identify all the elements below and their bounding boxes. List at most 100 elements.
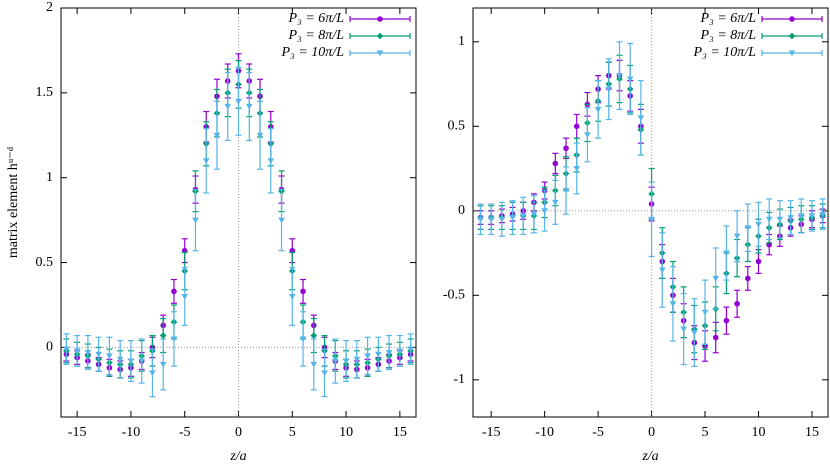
x-tick-label: 10 xyxy=(339,425,353,440)
data-point xyxy=(541,208,548,215)
data-point xyxy=(256,132,264,139)
x-axis-label: z/a xyxy=(229,449,246,464)
y-tick-label: 1.5 xyxy=(36,85,54,100)
x-tick-label: -15 xyxy=(482,425,501,440)
data-point xyxy=(245,103,253,110)
data-point xyxy=(691,329,698,336)
data-point xyxy=(584,132,591,139)
data-point xyxy=(594,106,602,113)
data-point xyxy=(181,294,189,300)
plot-frame xyxy=(472,7,829,418)
data-point xyxy=(605,86,613,93)
data-point xyxy=(701,309,709,316)
data-point xyxy=(116,356,124,363)
legend-label: P₃ = 6π/L xyxy=(699,11,756,26)
x-tick-label: -10 xyxy=(122,425,141,440)
data-point xyxy=(342,358,350,365)
data-point xyxy=(95,351,102,358)
data-point xyxy=(159,361,167,368)
legend-marker xyxy=(377,16,383,22)
data-point xyxy=(573,166,581,172)
data-point xyxy=(364,353,371,360)
data-point xyxy=(819,211,826,218)
data-point xyxy=(808,213,816,220)
data-point xyxy=(353,356,361,363)
data-point xyxy=(159,332,167,339)
data-point xyxy=(723,317,730,324)
legend-marker xyxy=(788,32,796,40)
legend-marker xyxy=(788,50,796,57)
legend-marker xyxy=(376,32,384,40)
data-point xyxy=(84,350,92,356)
x-tick-label: -5 xyxy=(592,425,604,440)
data-point xyxy=(733,233,741,240)
y-tick-label: 0.5 xyxy=(448,119,466,134)
y-tick-label: 0.5 xyxy=(36,255,54,270)
data-point xyxy=(235,98,242,105)
data-point xyxy=(755,221,762,228)
x-tick-label: 5 xyxy=(702,425,709,440)
y-tick-label: -1 xyxy=(453,372,465,387)
data-point xyxy=(278,217,285,224)
y-axis-label: matrix element hᵘ⁻ᵈ xyxy=(6,146,21,258)
data-point xyxy=(192,217,199,224)
data-point xyxy=(375,351,382,358)
data-point xyxy=(310,332,318,339)
data-point xyxy=(648,216,655,223)
data-point xyxy=(616,73,623,79)
data-point xyxy=(321,370,328,377)
data-point xyxy=(723,250,730,257)
data-point xyxy=(680,326,687,333)
data-point xyxy=(563,145,569,152)
data-point xyxy=(288,294,296,300)
data-point xyxy=(63,346,70,353)
data-point xyxy=(213,132,221,139)
y-tick-label: 1 xyxy=(458,34,465,49)
data-point xyxy=(477,216,484,223)
data-point xyxy=(712,334,719,341)
legend-label: P₃ = 8π/L xyxy=(287,28,344,43)
data-point xyxy=(300,288,306,295)
data-point xyxy=(745,275,751,282)
x-tick-label: 15 xyxy=(805,425,819,440)
data-point xyxy=(744,225,752,232)
plot-frame xyxy=(60,7,417,418)
data-point xyxy=(385,350,393,356)
data-point xyxy=(658,267,666,274)
data-point xyxy=(562,188,570,194)
data-point xyxy=(797,213,805,220)
data-point xyxy=(712,275,720,282)
data-point xyxy=(573,123,580,130)
legend-marker xyxy=(376,50,384,57)
data-point xyxy=(332,358,339,365)
data-point xyxy=(310,361,318,368)
legend-marker xyxy=(789,16,795,22)
data-point xyxy=(396,348,404,355)
y-tick-label: 1 xyxy=(46,170,53,185)
data-point xyxy=(498,216,506,223)
legend-label: P₃ = 8π/L xyxy=(699,28,756,43)
data-point xyxy=(171,288,177,295)
y-tick-label: 0 xyxy=(46,340,53,355)
data-point xyxy=(637,115,645,122)
x-tick-label: 10 xyxy=(751,425,765,440)
data-point xyxy=(138,358,145,365)
data-point xyxy=(552,160,559,167)
data-point xyxy=(626,76,634,83)
data-point xyxy=(73,348,81,355)
data-point xyxy=(202,158,210,165)
x-axis-label: z/a xyxy=(641,449,658,464)
y-tick-label: 2 xyxy=(46,0,53,15)
x-tick-label: 15 xyxy=(393,425,407,440)
data-point xyxy=(734,300,740,307)
data-point xyxy=(519,213,527,220)
data-point xyxy=(552,199,559,206)
x-tick-label: 0 xyxy=(235,425,242,440)
legend-label: P₃ = 10π/L xyxy=(692,45,756,60)
data-point xyxy=(106,353,113,360)
data-point xyxy=(755,258,762,265)
x-tick-label: 5 xyxy=(289,425,296,440)
data-point xyxy=(530,211,538,218)
data-point xyxy=(669,301,677,308)
data-point xyxy=(765,216,773,223)
